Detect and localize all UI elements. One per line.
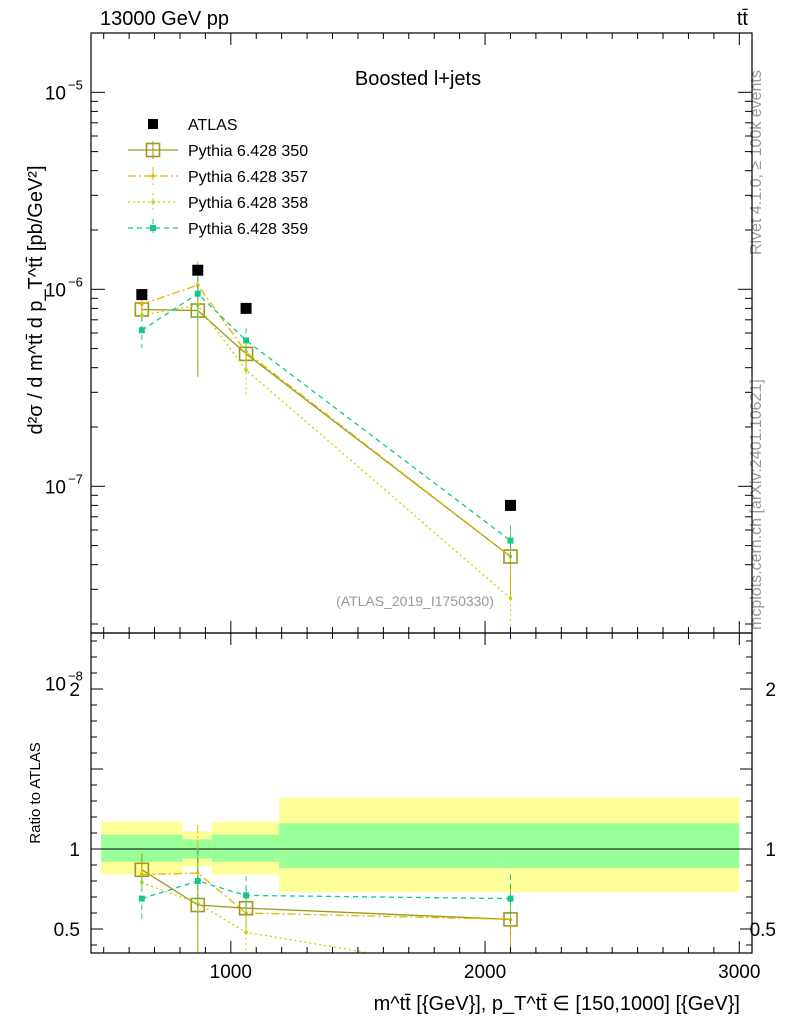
p350-ratio-line [141,869,511,921]
y-tick-label-−7: 10 [45,477,66,498]
band-inner-2 [211,834,280,862]
legend: ATLAS Pythia 6.428 350 Pythia 6.428 357 Pyt… [128,117,308,238]
header-process-label: tt̄ [737,8,749,30]
y-tick-label-−6: 10 [45,280,66,301]
p359-point-0 [138,327,145,334]
atlas-point-3 [504,499,516,511]
x-tick-label-3000: 3000 [718,962,760,983]
plot-title: Boosted l+jets [355,68,481,90]
y-tick-exp-−5: −5 [68,77,83,92]
watermark-label: (ATLAS_2019_I1750330) [336,593,494,609]
p358-ratio-point-2 [244,930,248,934]
atlas-point-2 [240,302,252,314]
ratio-tick-label-left-1: 1 [69,840,80,861]
legend-p358-label: Pythia 6.428 358 [188,195,308,212]
legend-p350-label: Pythia 6.428 350 [188,143,308,160]
p359-ratio-point-2 [243,892,250,899]
y-tick-label-−8: 10 [45,674,66,695]
ratio-plot-frame [90,632,753,954]
p357-ratio-point-3 [508,917,513,922]
mcplots-label: mcplots.cern.ch [arXiv:2401.10621] [748,379,765,630]
legend-atlas-marker [148,119,158,129]
legend-p358-marker [151,200,155,204]
legend-p350-marker [145,142,161,158]
p359-line [141,292,511,542]
p357-ratio-point-1 [195,871,200,875]
p359-point-1 [194,290,201,297]
ratio-plot-series [134,825,518,979]
y-tick-exp-−7: −7 [68,471,83,486]
ratio-tick-label-right-1: 1 [765,840,776,861]
y-tick-exp-−8: −8 [68,668,83,683]
ratio-bands [101,797,740,893]
legend-p359-marker [150,225,156,231]
ratio-tick-label-right-2: 2 [765,680,776,701]
ratio-tick-label-left-2: 2 [69,680,80,701]
p358-point-3 [508,596,513,601]
legend-p357-marker [151,174,155,178]
y-tick-label-−5: 10 [45,83,66,104]
p350-line [141,308,511,558]
p357-point-2 [244,350,248,354]
atlas-point-1 [192,264,204,276]
x-tick-label-1000: 1000 [210,962,252,983]
p359-ratio-point-3 [507,895,514,902]
y-axis-label: d²σ / d m^tt̄ d p_T^tt̄ [pb/GeV²] [25,166,47,435]
p359-ratio-point-0 [138,895,145,902]
p358-ratio-point-3 [509,975,513,979]
legend-p359-label: Pythia 6.428 359 [188,221,308,238]
ratio-tick-label-right-0.5: 0.5 [750,920,776,941]
p358-line [141,304,511,599]
atlas-point-0 [136,289,148,301]
p358-point-0 [140,313,144,317]
legend-p357-label: Pythia 6.428 357 [188,169,308,186]
header-energy-label: 13000 GeV pp [100,8,229,30]
p359-ratio-line [141,880,511,900]
rivet-label: Rivet 4.1.0, ≥ 100k events [748,70,765,255]
x-axis-label: m^tt̄ [{GeV}], p_T^tt̄ ∈ [150,1000] [{Ge… [374,993,740,1015]
x-tick-label-2000: 2000 [464,962,506,983]
y-tick-exp-−6: −6 [68,274,83,289]
ratio-y-axis-label: Ratio to ATLAS [27,742,44,843]
p359-point-2 [243,337,250,344]
band-inner-3 [279,823,740,869]
p357-point-0 [140,302,144,307]
p359-point-3 [507,537,514,544]
p357-point-1 [195,283,200,287]
ratio-tick-label-left-0.5: 0.5 [54,920,80,941]
p358-point-2 [244,368,248,372]
p359-ratio-point-1 [194,878,201,884]
legend-atlas-label: ATLAS [188,117,238,134]
p357-line [141,284,511,558]
main-plot-series [134,261,518,633]
p357-ratio-line [141,872,511,921]
